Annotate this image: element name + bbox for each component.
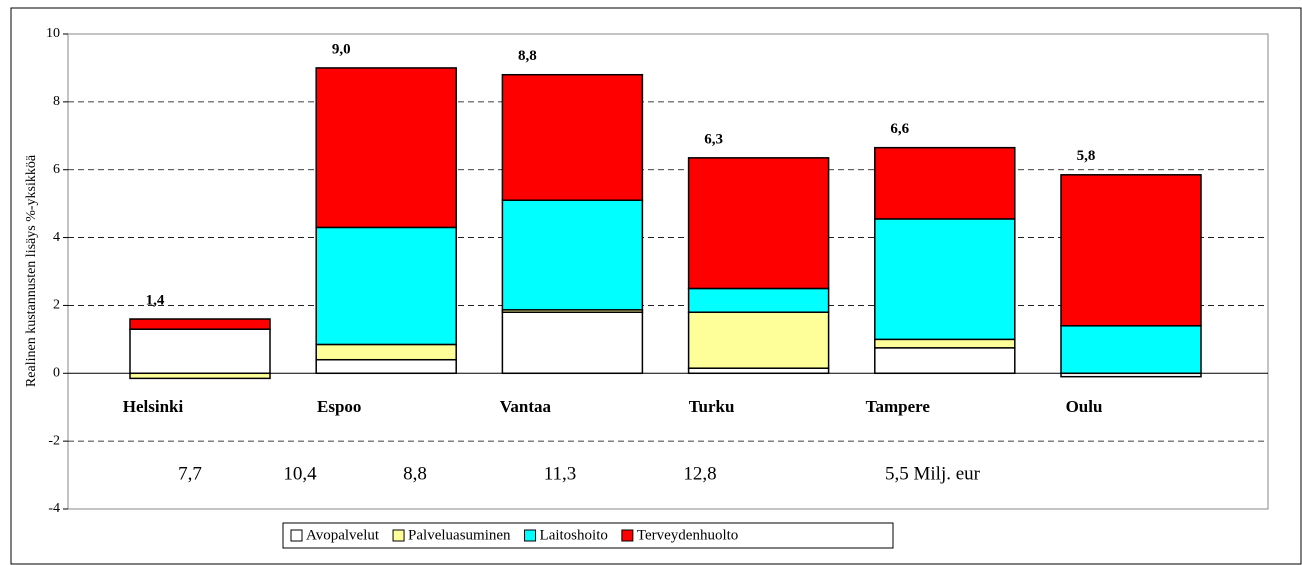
y-tick-label: 8 [53,94,60,109]
y-axis-label: Realinen kustannusten lisäys %-yksikköä [24,154,39,387]
y-tick-label: 0 [53,366,60,381]
bar-segment [129,328,271,375]
bar-segment [315,226,457,346]
bar-segment [874,338,1016,349]
bar-segment [501,199,644,311]
x-tick-label: Espoo [317,397,361,416]
legend-label: Avopalvelut [306,527,380,543]
y-tick-label: 4 [53,230,60,245]
bar-segment [129,372,271,380]
x-tick-label: Helsinki [123,397,184,416]
bar-segment [129,318,271,330]
bar-segment [687,287,830,313]
total-label: 8,8 [518,48,537,64]
legend-label: Terveydenhuolto [637,527,738,543]
bar-segment [1060,325,1202,375]
total-label: 6,6 [890,121,909,137]
annotation: 5,5 Milj. eur [885,463,981,484]
y-tick-label: -4 [48,501,60,516]
y-tick-label: -2 [48,433,60,448]
bar-segment [1060,174,1202,327]
legend [282,522,894,549]
legend-swatch [524,529,537,542]
y-tick-label: 6 [53,162,60,177]
y-tick-label: 10 [46,26,60,41]
x-tick-label: Tampere [866,397,931,416]
total-label: 5,8 [1077,148,1096,164]
legend-label: Laitoshoito [540,527,608,543]
annotation: 10,4 [283,463,317,484]
bar-segment [501,311,644,375]
annotation: 7,7 [178,463,202,484]
legend-swatch [392,529,405,542]
bar-segment [687,311,830,369]
legend-swatch [621,529,634,542]
x-tick-label: Oulu [1066,397,1103,416]
x-tick-label: Turku [689,397,735,416]
total-label: 9,0 [332,41,351,57]
annotation: 8,8 [403,463,427,484]
x-tick-label: Vantaa [500,397,552,416]
annotation: 12,8 [683,463,716,484]
bar-segment [874,218,1016,341]
bar-segment [315,343,457,361]
bar-segment [315,358,457,375]
bar-segment [687,157,830,290]
bar-segment [687,367,830,375]
bar-segment [874,347,1016,375]
legend-label: Palveluasuminen [408,527,511,543]
legend-swatch [290,529,303,542]
bar-segment [315,67,457,229]
annotation: 11,3 [544,463,577,484]
total-label: 1,4 [146,292,165,308]
y-tick-label: 2 [53,298,60,313]
total-label: 6,3 [704,131,723,147]
bar-segment [501,73,644,201]
bar-segment [874,146,1016,220]
